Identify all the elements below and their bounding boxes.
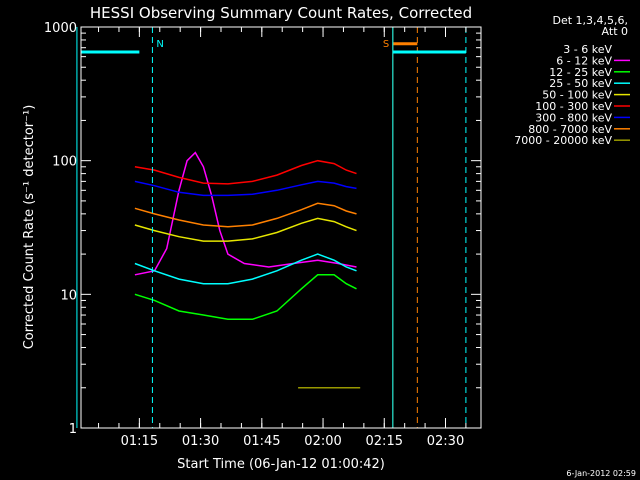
axis-layer: 01:15 01:30 01:45 02:00 02:15 02:30 1 10 100 1000 — [44, 21, 481, 449]
y-tick-label-3: 1000 — [44, 21, 77, 36]
flag-label-0: N — [156, 39, 163, 50]
legend-label-5: 100 - 300 keV — [535, 100, 612, 113]
x-tick-label-2: 01:45 — [243, 434, 280, 449]
data-layer — [134, 151, 361, 389]
series-line-2 — [134, 274, 357, 321]
legend-label-3: 25 - 50 keV — [549, 77, 612, 90]
chart-title: HESSI Observing Summary Count Rates, Cor… — [90, 4, 472, 22]
legend-label-4: 50 - 100 keV — [542, 89, 612, 102]
series-line-4 — [134, 217, 357, 242]
legend-label-7: 800 - 7000 keV — [528, 123, 612, 136]
series-line-6 — [134, 180, 357, 197]
legend-label-0: 3 - 6 keV — [563, 43, 612, 56]
legend-label-8: 7000 - 20000 keV — [514, 134, 612, 147]
x-axis-label: Start Time (06-Jan-12 01:00:42) — [177, 457, 385, 472]
series-line-1 — [134, 151, 357, 276]
y-tick-label-1: 10 — [60, 288, 77, 303]
series-line-3 — [134, 253, 357, 285]
legend-header-1: Att 0 — [602, 25, 628, 38]
flag-label-1: S — [383, 39, 389, 50]
series-line-7 — [134, 202, 357, 228]
x-tick-label-1: 01:30 — [182, 434, 219, 449]
legend-label-2: 12 - 25 keV — [549, 66, 612, 79]
y-tick-label-0: 1 — [69, 422, 77, 437]
y-tick-label-2: 100 — [52, 155, 77, 170]
x-tick-label-0: 01:15 — [121, 434, 158, 449]
x-tick-label-5: 02:30 — [427, 434, 464, 449]
y-axis-label: Corrected Count Rate (s⁻¹ detector⁻¹) — [22, 105, 37, 350]
plot-frame — [80, 26, 482, 429]
legend-label-1: 6 - 12 keV — [556, 54, 612, 67]
x-tick-label-3: 02:00 — [304, 434, 341, 449]
x-tick-label-4: 02:15 — [366, 434, 403, 449]
series-line-5 — [134, 159, 357, 185]
legend-label-6: 300 - 800 keV — [535, 111, 612, 124]
footer-timestamp: 6-Jan-2012 02:59 — [566, 469, 636, 478]
series-line-0 — [134, 159, 357, 250]
legend-header-0: Det 1,3,4,5,6, — [552, 14, 628, 27]
